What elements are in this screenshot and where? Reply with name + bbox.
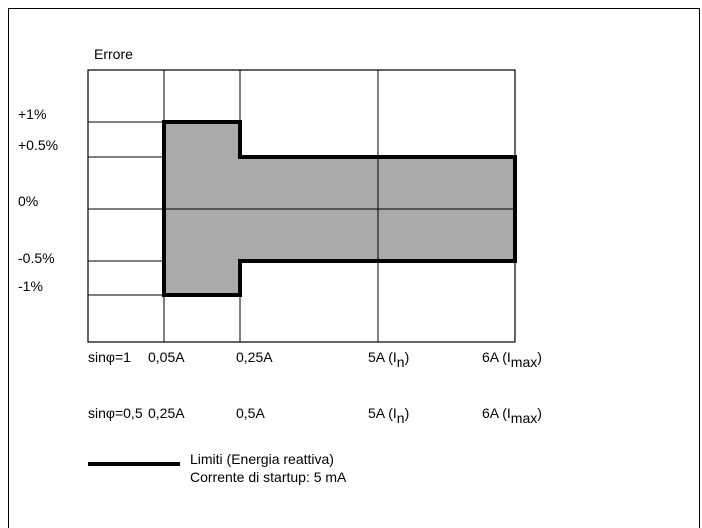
legend-line1: Limiti (Energia reattiva) bbox=[190, 451, 334, 467]
row-label-sinphi-1: sinφ=1 bbox=[88, 349, 131, 365]
y-tick-minus05: -0.5% bbox=[18, 250, 55, 266]
current-label: 0,25A bbox=[236, 349, 273, 365]
current-label-nominal: 5A (In) bbox=[368, 349, 410, 370]
diagram-title: Errore bbox=[94, 46, 133, 62]
current-label: 0,05A bbox=[148, 349, 185, 365]
current-label-max: 6A (Imax) bbox=[482, 349, 542, 370]
legend-line2: Corrente di startup: 5 mA bbox=[190, 469, 347, 485]
diagram-frame bbox=[8, 8, 700, 528]
current-label-nominal: 5A (In) bbox=[368, 405, 410, 426]
y-tick-zero: 0% bbox=[18, 193, 39, 209]
current-label: 0,5A bbox=[236, 405, 265, 421]
row-label-sinphi-05: sinφ=0,5 bbox=[88, 405, 143, 421]
y-tick-minus1: -1% bbox=[18, 278, 43, 294]
current-label: 0,25A bbox=[148, 405, 185, 421]
y-tick-plus05: +0.5% bbox=[18, 137, 59, 153]
y-tick-plus1: +1% bbox=[18, 106, 47, 122]
current-label-max: 6A (Imax) bbox=[482, 405, 542, 426]
